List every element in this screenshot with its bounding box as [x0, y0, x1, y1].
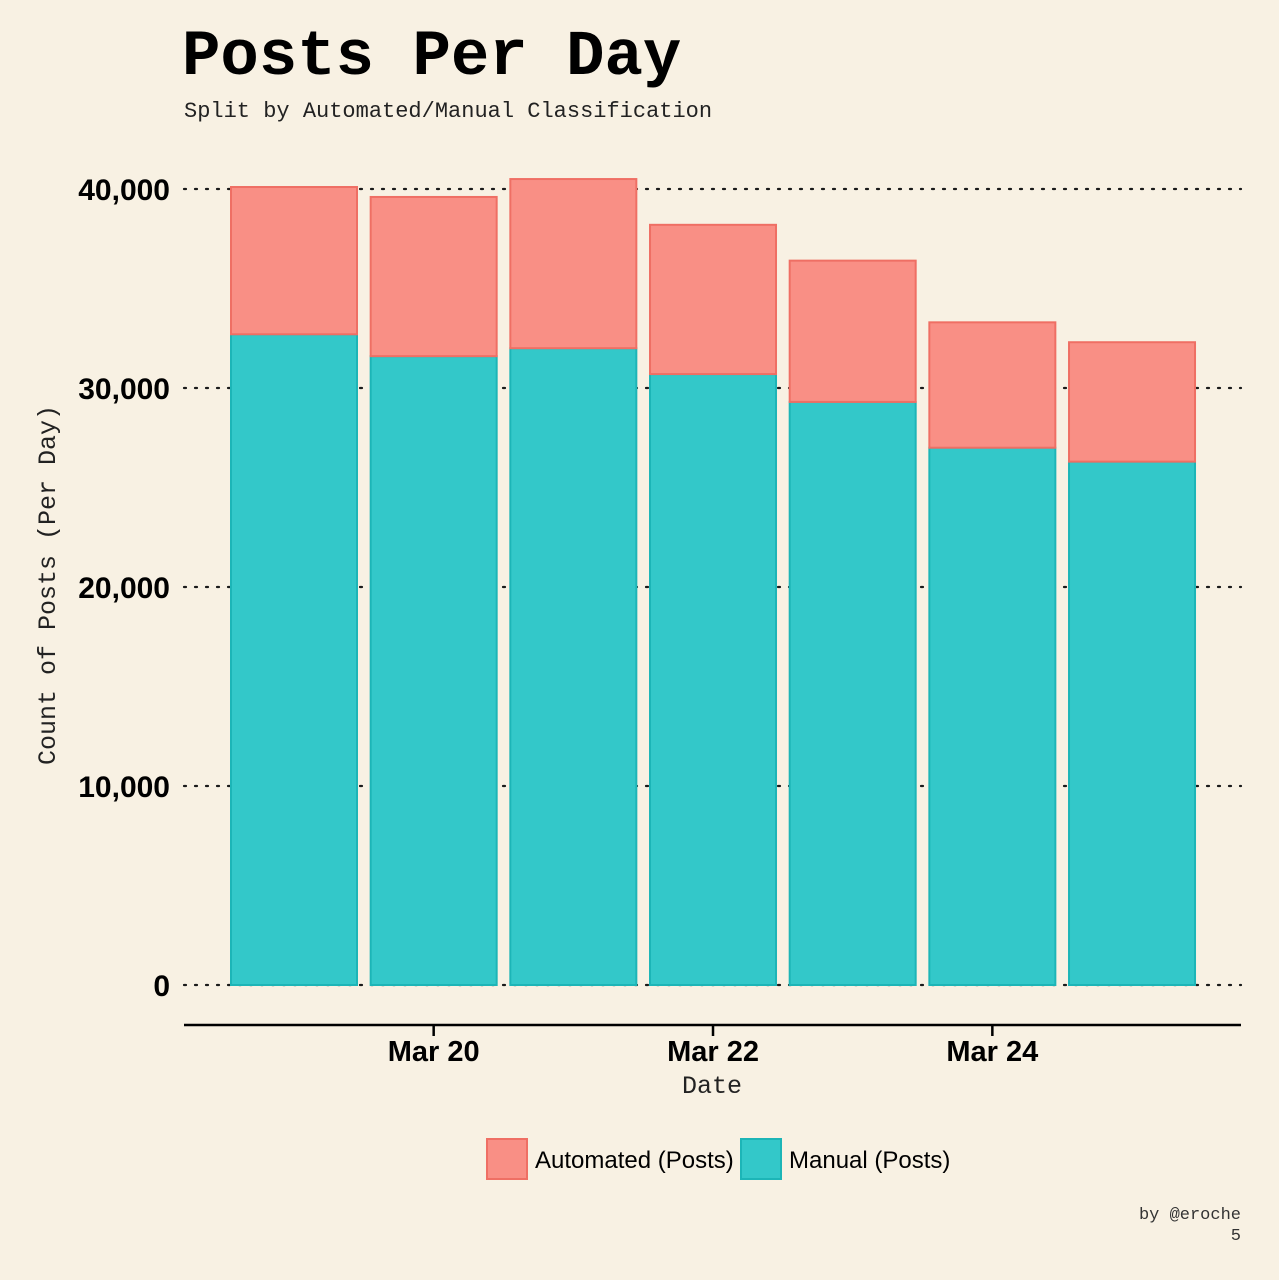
chart-subtitle: Split by Automated/Manual Classification — [184, 99, 713, 124]
legend: Automated (Posts) Manual (Posts) — [486, 1138, 950, 1180]
bar-automated — [788, 259, 917, 403]
bar-manual — [230, 333, 358, 986]
x-axis-ticks: Mar 20 Mar 22 Mar 24 — [388, 1026, 1038, 1068]
y-tick-label: 10,000 — [78, 771, 170, 804]
y-axis-ticks: 0 10,000 20,000 30,000 40,000 — [78, 174, 170, 1003]
bar-automated — [509, 178, 638, 350]
bars — [230, 178, 1197, 987]
bar-manual — [1068, 460, 1197, 986]
y-tick-label: 30,000 — [78, 373, 170, 406]
y-tick-label: 20,000 — [78, 572, 170, 605]
bar-automated — [230, 186, 358, 336]
bar-manual — [509, 347, 638, 986]
legend-swatch — [740, 1138, 782, 1180]
x-tick-label: Mar 20 — [388, 1036, 480, 1068]
bar-manual — [788, 400, 917, 986]
x-tick-label: Mar 24 — [946, 1036, 1038, 1068]
y-tick-label: 40,000 — [78, 174, 170, 207]
y-axis-title: Count of Posts (Per Day) — [34, 405, 63, 765]
legend-swatch — [486, 1138, 528, 1180]
credit-text: by @eroche — [1138, 1206, 1241, 1225]
bar-automated — [1068, 341, 1197, 463]
bar-automated — [369, 195, 498, 358]
legend-label: Manual (Posts) — [789, 1147, 950, 1174]
bar-manual — [928, 446, 1057, 986]
bar-manual — [369, 355, 498, 987]
legend-label: Automated (Posts) — [535, 1147, 734, 1174]
x-tick-label: Mar 22 — [667, 1036, 759, 1068]
x-axis-title: Date — [682, 1072, 742, 1101]
y-tick-label: 0 — [153, 970, 170, 1003]
page-number: 5 — [1230, 1227, 1241, 1246]
bar-automated — [649, 223, 778, 376]
bar-manual — [649, 373, 778, 986]
bar-automated — [928, 321, 1057, 449]
chart-title: Posts Per Day — [182, 22, 682, 94]
footer: by @eroche 5 — [1139, 1205, 1241, 1247]
